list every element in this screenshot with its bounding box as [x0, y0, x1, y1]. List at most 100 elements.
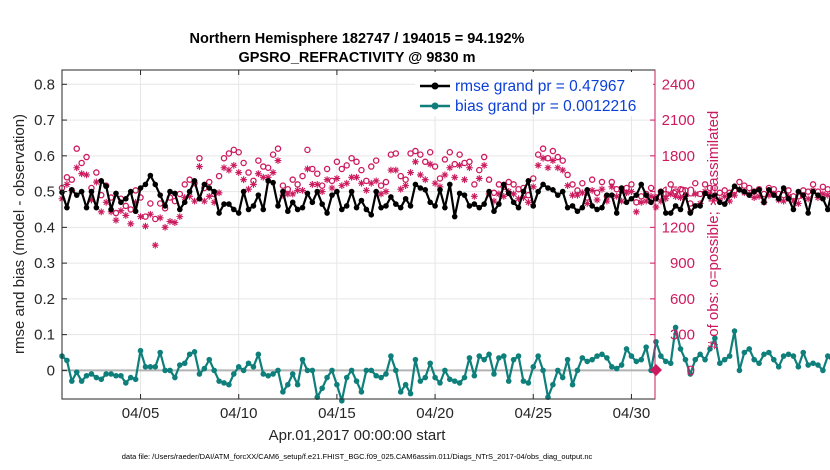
- bias-point: [64, 357, 70, 364]
- bias-point: [260, 371, 267, 377]
- rmse-point: [181, 199, 188, 206]
- rmse-point: [545, 185, 551, 191]
- obs-possible-marker: [264, 164, 272, 171]
- bias-point: [447, 376, 453, 383]
- obs-possible-marker: [289, 176, 296, 183]
- bias-point: [245, 360, 252, 367]
- obs-assimilated-marker: [73, 164, 81, 172]
- rmse-point: [653, 195, 659, 202]
- obs-assimilated-marker: [402, 182, 410, 190]
- obs-assimilated-marker: [416, 171, 424, 179]
- bias-point: [471, 372, 478, 379]
- obs-assimilated-marker: [421, 176, 429, 184]
- bias-point: [687, 371, 694, 377]
- rmse-point: [589, 203, 595, 209]
- obs-assimilated-marker: [647, 192, 655, 200]
- rmse-point: [594, 206, 600, 213]
- obs-assimilated-marker: [436, 183, 444, 191]
- rmse-point: [348, 188, 355, 195]
- rmse-point: [569, 203, 576, 209]
- obs-assimilated-marker: [475, 175, 483, 182]
- obs-assimilated-marker: [127, 220, 135, 228]
- bias-point: [761, 351, 767, 358]
- bias-point: [397, 389, 404, 395]
- rmse-point: [613, 210, 620, 216]
- rmse-point: [815, 192, 821, 198]
- bias-point: [515, 353, 522, 359]
- obs-assimilated-marker: [672, 192, 680, 200]
- bias-point: [716, 360, 723, 367]
- y-tick-label: 0.8: [34, 76, 55, 93]
- obs-assimilated-marker: [274, 157, 282, 164]
- y2-tick-label: 1500: [662, 184, 695, 201]
- bias-point: [505, 378, 512, 384]
- bias-point: [221, 380, 227, 386]
- rmse-point: [461, 192, 468, 198]
- obs-possible-marker: [83, 153, 90, 161]
- x-tick-label: 04/10: [220, 405, 258, 422]
- rmse-point: [447, 181, 453, 188]
- bias-point: [712, 335, 718, 342]
- rmse-point: [123, 195, 129, 202]
- rmse-point: [520, 188, 527, 195]
- obs-possible-marker: [530, 175, 537, 182]
- obs-assimilated-marker: [156, 214, 164, 222]
- bias-point: [569, 381, 576, 388]
- rmse-point: [152, 181, 159, 188]
- y2-axis-label: # of obs: o=possible; ∗=assimilated: [705, 111, 722, 350]
- bias-point: [309, 367, 316, 374]
- obs-assimilated-marker: [588, 186, 596, 194]
- y-tick-label: 0.2: [34, 291, 55, 308]
- rmse-point: [481, 201, 487, 207]
- bias-point: [147, 364, 154, 370]
- obs-assimilated-marker: [662, 195, 670, 203]
- x-tick-label: 04/25: [514, 405, 552, 422]
- obs-assimilated-marker: [451, 173, 459, 181]
- rmse-point: [417, 185, 424, 191]
- bias-point: [393, 367, 399, 374]
- bias-point: [481, 356, 487, 363]
- rmse-point: [397, 204, 404, 211]
- obs-assimilated-marker: [313, 181, 321, 188]
- rmse-point: [682, 192, 689, 198]
- obs-possible-marker: [736, 178, 743, 186]
- obs-possible-marker: [377, 182, 385, 189]
- obs-assimilated-marker: [539, 154, 547, 162]
- obs-possible-marker: [127, 206, 134, 213]
- obs-assimilated-marker: [83, 171, 90, 179]
- rmse-point: [363, 206, 370, 213]
- bias-point: [775, 364, 782, 370]
- obs-assimilated-marker: [549, 157, 557, 164]
- obs-assimilated-marker: [632, 208, 640, 216]
- obs-assimilated-marker: [765, 191, 773, 199]
- bias-point: [589, 356, 595, 363]
- obs-assimilated-marker: [215, 189, 223, 197]
- obs-assimilated-marker: [731, 191, 738, 199]
- bias-point: [815, 362, 821, 368]
- bias-point: [353, 378, 360, 384]
- bias-point: [118, 372, 124, 379]
- x-axis: 04/05 04/10 04/15 04/20 04/25 04/30: [122, 70, 650, 422]
- rmse-point: [64, 204, 70, 211]
- bias-point: [88, 371, 95, 377]
- bias-point: [721, 356, 728, 363]
- obs-possible-marker: [215, 172, 223, 180]
- rmse-point: [285, 208, 291, 215]
- bias-point: [820, 367, 826, 374]
- rmse-point: [579, 204, 586, 211]
- rmse-point: [93, 204, 100, 211]
- obs-possible-marker: [441, 156, 449, 163]
- x-tick-label: 04/15: [318, 405, 356, 422]
- obs-assimilated-marker: [200, 197, 208, 205]
- bias-point: [427, 360, 433, 367]
- plot-area: [62, 70, 655, 399]
- rmse-point: [309, 199, 316, 206]
- obs-assimilated-marker: [397, 185, 405, 193]
- obs-assimilated-marker: [456, 161, 464, 169]
- rmse-point: [515, 204, 522, 211]
- obs-possible-marker: [304, 146, 311, 154]
- obs-assimilated-marker: [78, 170, 86, 178]
- obs-assimilated-marker: [112, 216, 120, 224]
- rmse-point: [314, 188, 321, 195]
- rmse-point: [687, 210, 694, 216]
